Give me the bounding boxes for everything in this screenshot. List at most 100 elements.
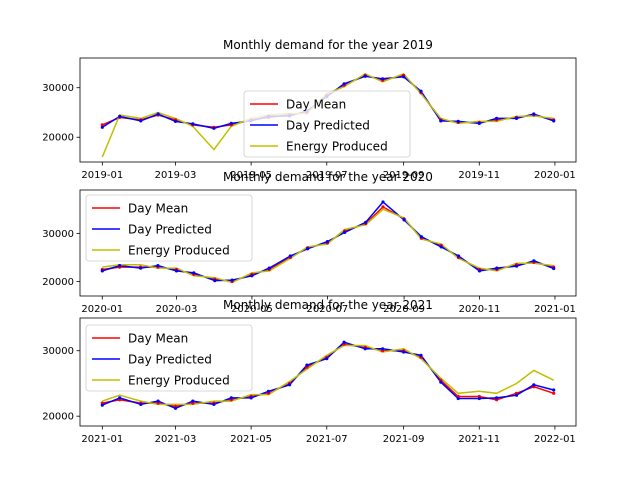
x-tick-label: 2020-01 <box>534 170 576 181</box>
x-tick-label: 2019-11 <box>458 170 500 181</box>
data-point-day-predicted-2021 <box>325 357 329 361</box>
data-point-day-predicted-2019 <box>139 119 143 123</box>
data-point-day-predicted-2019 <box>402 75 406 79</box>
y-tick-label: 30000 <box>42 83 74 94</box>
data-point-day-predicted-2019 <box>191 122 195 126</box>
data-point-day-predicted-2019 <box>456 119 460 123</box>
legend-2019: Day Mean Day Predicted Energy Produced <box>243 90 411 158</box>
data-point-day-predicted-2020 <box>402 218 406 222</box>
x-ticks-2020: 2020-01 2020-03 2020-05 2020-07 2020-09 2020-… <box>81 296 576 315</box>
x-tick-label: 2021-11 <box>458 434 500 445</box>
data-point-day-predicted-2020 <box>139 266 143 270</box>
data-point-day-predicted-2020 <box>439 245 443 249</box>
legend-label-day-mean: Day Mean <box>128 332 188 346</box>
data-point-day-predicted-2020 <box>213 279 217 283</box>
legend-box <box>243 90 411 158</box>
data-point-day-predicted-2021 <box>212 402 216 406</box>
legend-label-energy-produced: Energy Produced <box>286 140 388 154</box>
data-point-day-predicted-2020 <box>515 264 519 268</box>
data-point-day-predicted-2020 <box>192 271 196 275</box>
data-point-day-predicted-2019 <box>212 126 216 130</box>
plot-area-2021 <box>100 340 556 410</box>
x-tick-label: 2021-07 <box>306 434 348 445</box>
data-point-day-predicted-2020 <box>100 269 104 273</box>
chart-title-2020: Monthly demand for the year 2020 <box>223 170 433 184</box>
data-point-day-predicted-2020 <box>477 269 482 273</box>
x-tick-label: 2019-01 <box>81 170 123 181</box>
data-point-day-predicted-2021 <box>305 363 309 367</box>
data-point-day-predicted-2021 <box>552 388 556 392</box>
y-tick-label: 20000 <box>42 277 74 288</box>
data-point-day-predicted-2021 <box>191 399 195 403</box>
y-tick-label: 30000 <box>42 346 74 357</box>
x-tick-label: 2020-11 <box>459 304 501 315</box>
data-point-day-predicted-2020 <box>250 274 254 278</box>
data-point-day-predicted-2019 <box>477 121 481 125</box>
data-point-day-predicted-2020 <box>456 254 461 258</box>
data-point-day-predicted-2019 <box>363 74 367 78</box>
legend-label-day-mean: Day Mean <box>128 202 188 216</box>
axes-frame-2021 <box>79 317 577 427</box>
data-point-day-predicted-2019 <box>100 125 104 129</box>
data-point-day-predicted-2021 <box>456 396 460 401</box>
data-point-day-predicted-2021 <box>288 383 292 387</box>
data-point-day-predicted-2020 <box>156 264 160 268</box>
legend-label-energy-produced: Energy Produced <box>128 244 230 258</box>
x-tick-label: 2019-09 <box>383 170 425 181</box>
data-point-day-mean-2020 <box>381 205 385 209</box>
data-point-day-predicted-2021 <box>100 403 104 407</box>
x-tick-label: 2021-09 <box>383 434 425 445</box>
data-point-day-predicted-2020 <box>306 247 310 251</box>
x-tick-label: 2021-01 <box>81 434 123 445</box>
data-point-day-predicted-2020 <box>325 240 329 244</box>
data-point-day-predicted-2020 <box>381 200 385 204</box>
x-tick-label: 2020-07 <box>306 304 348 315</box>
legend-label-day-predicted: Day Predicted <box>286 119 370 133</box>
data-point-day-predicted-2020 <box>118 264 122 268</box>
x-tick-label: 2020-05 <box>231 304 273 315</box>
x-ticks-2021: 2021-01 2021-03 2021-05 2021-07 2021-09 2021-… <box>81 426 576 445</box>
data-point-day-predicted-2019 <box>514 116 519 120</box>
legend-box <box>85 194 253 262</box>
data-point-day-predicted-2021 <box>342 340 346 344</box>
data-point-day-mean-2021 <box>552 391 556 395</box>
data-point-day-predicted-2021 <box>381 347 385 351</box>
y-tick-label: 20000 <box>42 412 74 423</box>
legend-label-day-predicted: Day Predicted <box>128 353 212 367</box>
data-point-day-predicted-2021 <box>419 353 423 357</box>
data-point-day-predicted-2020 <box>288 254 292 258</box>
data-point-day-predicted-2020 <box>343 230 347 234</box>
data-point-day-predicted-2021 <box>173 406 178 410</box>
x-tick-label: 2020-09 <box>383 304 425 315</box>
y-tick-label: 20000 <box>42 133 74 144</box>
data-point-day-predicted-2020 <box>419 235 423 239</box>
data-point-day-predicted-2020 <box>267 266 271 270</box>
legend-2020: Day Mean Day Predicted Energy Produced <box>85 194 253 262</box>
y-tick-label: 30000 <box>42 229 74 240</box>
plot-area-2020 <box>100 200 556 284</box>
chart-title-2021: Monthly demand for the year 2021 <box>223 298 433 312</box>
subplot-2019: Monthly demand for the year 2019 2019-01… <box>42 38 577 181</box>
x-tick-label: 2019-05 <box>230 170 272 181</box>
data-point-day-predicted-2021 <box>363 347 367 351</box>
data-point-day-predicted-2019 <box>381 77 385 81</box>
x-ticks-2019: 2019-01 2019-03 2019-05 2019-07 2019-09 2019-… <box>81 162 576 181</box>
data-point-day-predicted-2021 <box>495 396 499 400</box>
data-point-day-predicted-2021 <box>118 396 122 400</box>
x-tick-label: 2019-07 <box>306 170 348 181</box>
data-point-day-predicted-2021 <box>477 396 481 401</box>
data-point-day-predicted-2021 <box>402 350 406 354</box>
subplot-2021: Monthly demand for the year 2021 2021-01… <box>42 298 577 445</box>
legend-label-energy-produced: Energy Produced <box>128 374 230 388</box>
data-point-day-mean-2019 <box>100 123 104 127</box>
series-line-energy-produced-2021 <box>102 344 555 406</box>
x-tick-label: 2020-01 <box>81 304 123 315</box>
data-point-day-predicted-2020 <box>174 269 179 273</box>
y-ticks-2020: 20000 30000 <box>42 229 80 288</box>
data-point-day-predicted-2019 <box>173 119 178 123</box>
x-tick-label: 2021-01 <box>534 304 576 315</box>
data-point-day-predicted-2021 <box>439 380 443 384</box>
data-point-day-predicted-2019 <box>439 119 443 123</box>
legend-2021: Day Mean Day Predicted Energy Produced <box>85 324 253 392</box>
